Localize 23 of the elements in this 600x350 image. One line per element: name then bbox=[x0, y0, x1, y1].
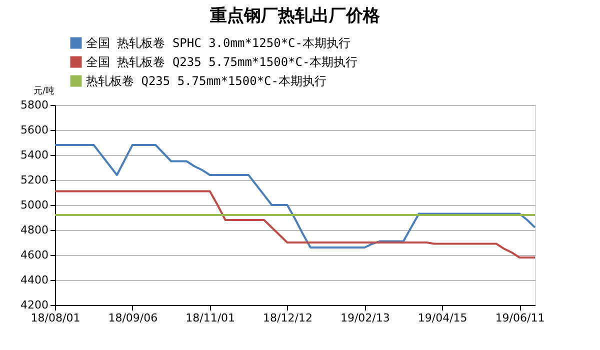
x-tick-label: 19/02/13 bbox=[340, 312, 390, 324]
x-tick-label: 18/12/12 bbox=[263, 312, 312, 324]
x-tick-label: 18/08/01 bbox=[30, 312, 80, 324]
y-tick-label: 5400 bbox=[20, 148, 48, 162]
legend-label: 全国 热轧板卷 SPHC 3.0mm*1250*C-本期执行 bbox=[86, 36, 350, 50]
line-series bbox=[54, 144, 536, 248]
y-tick-label: 4800 bbox=[20, 224, 48, 236]
x-tick-label: 18/11/01 bbox=[186, 312, 236, 324]
y-tick-label: 4600 bbox=[20, 248, 48, 262]
y-tick-label: 5600 bbox=[20, 124, 48, 136]
x-tick-label: 19/04/15 bbox=[418, 312, 468, 324]
y-tick-label: 4400 bbox=[20, 274, 48, 286]
chart-title: 重点钢厂热轧出厂价格 bbox=[209, 6, 381, 26]
y-tick-label: 5800 bbox=[20, 98, 48, 112]
y-tick-label: 4200 bbox=[20, 298, 48, 312]
x-tick-label: 19/06/11 bbox=[495, 312, 545, 324]
legend-label: 全国 热轧板卷 Q235 5.75mm*1500*C-本期执行 bbox=[86, 55, 358, 69]
line-series bbox=[54, 190, 536, 258]
x-tick-label: 18/09/06 bbox=[108, 312, 158, 324]
y-tick-label: 5200 bbox=[20, 174, 48, 186]
y-tick-label: 5000 bbox=[20, 198, 48, 212]
legend-label: 热轧板卷 Q235 5.75mm*1500*C-本期执行 bbox=[86, 74, 326, 88]
y-axis-title: 元/吨 bbox=[34, 86, 55, 96]
